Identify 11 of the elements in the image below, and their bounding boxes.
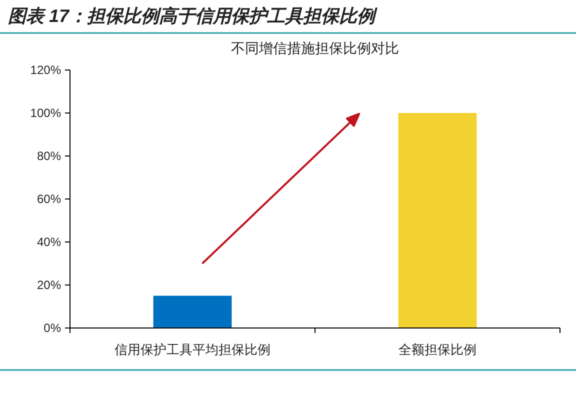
x-tick-label: 全额担保比例 xyxy=(398,342,476,357)
x-tick-label: 信用保护工具平均担保比例 xyxy=(114,342,270,357)
chart-title: 图表 17：担保比例高于信用保护工具担保比例 xyxy=(8,6,378,26)
chart-subtitle: 不同增信措施担保比例对比 xyxy=(231,40,399,56)
y-tick-label: 80% xyxy=(36,149,62,163)
y-tick-label: 120% xyxy=(30,63,62,77)
y-tick-label: 40% xyxy=(36,235,62,249)
y-tick-label: 0% xyxy=(44,321,62,335)
y-tick-label: 20% xyxy=(36,278,62,292)
y-tick-label: 100% xyxy=(30,106,62,120)
y-tick-label: 60% xyxy=(36,192,62,206)
